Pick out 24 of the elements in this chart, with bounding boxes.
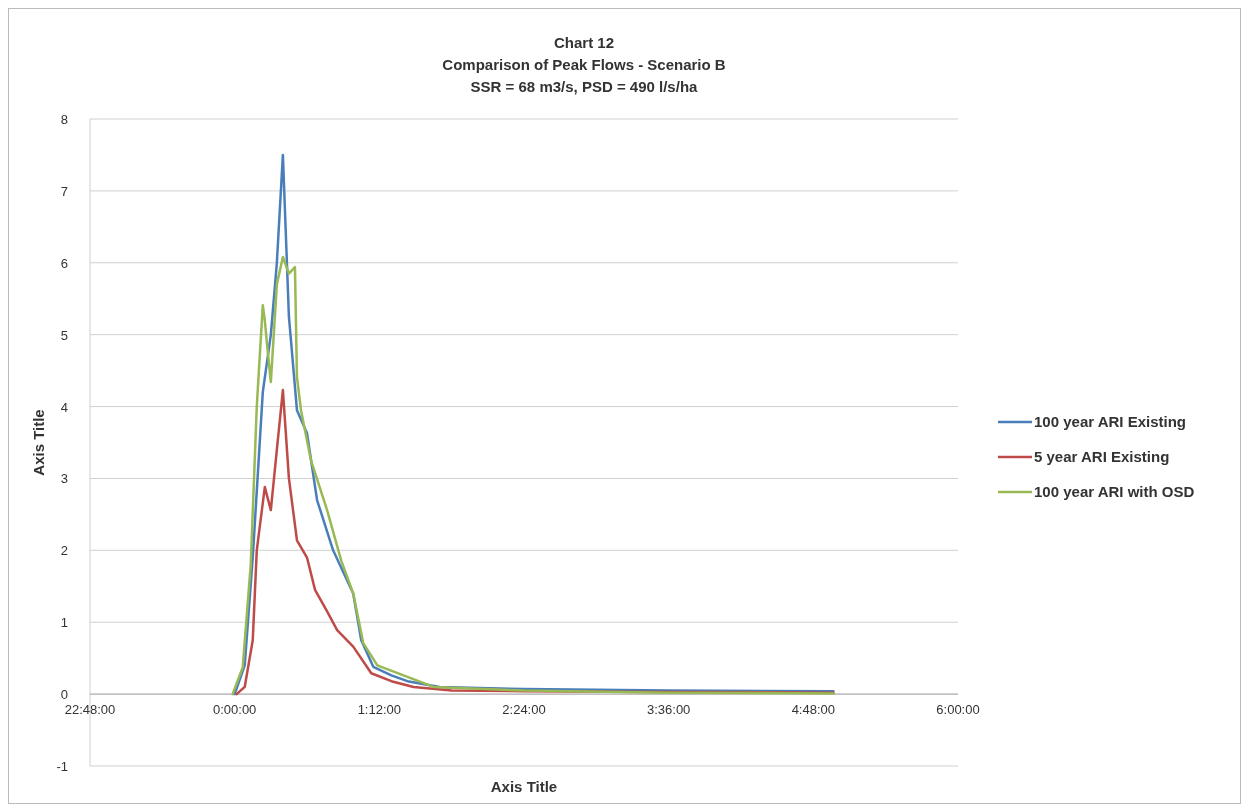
x-tick-label: 6:00:00 bbox=[936, 702, 980, 718]
y-axis-title: Axis Title bbox=[30, 409, 47, 476]
y-tick-label: 1 bbox=[60, 615, 68, 631]
y-tick-label: 0 bbox=[60, 687, 68, 703]
legend-label: 5 year ARI Existing bbox=[1034, 448, 1170, 465]
legend-label: 100 year ARI Existing bbox=[1034, 413, 1187, 430]
y-tick-label: 4 bbox=[60, 399, 68, 415]
chart-title: Chart 12 bbox=[553, 34, 615, 51]
x-tick-label: 3:36:00 bbox=[646, 702, 691, 718]
x-tick-label: 22:48:00 bbox=[64, 702, 116, 718]
x-tick-label: 4:48:00 bbox=[791, 702, 836, 718]
y-tick-label: 3 bbox=[60, 471, 68, 487]
legend-label: 100 year ARI with OSD bbox=[1034, 483, 1195, 500]
x-tick-label: 2:24:00 bbox=[502, 702, 546, 718]
y-tick-label: 2 bbox=[60, 543, 68, 559]
y-tick-label: 7 bbox=[60, 183, 68, 199]
x-tick-label: 0:00:00 bbox=[212, 702, 257, 718]
chart-subtitle: Comparison of Peak Flows - Scenario B SSR = 68 m3/s, PSD = 490 l/s/ha bbox=[442, 56, 726, 95]
y-tick-label: -1 bbox=[56, 759, 68, 774]
y-tick-label: 5 bbox=[60, 327, 68, 343]
x-tick-label: 1:12:00 bbox=[357, 702, 402, 718]
y-tick-label: 8 bbox=[60, 112, 68, 127]
y-tick-label: 6 bbox=[60, 255, 68, 271]
x-axis-title: Axis Title bbox=[490, 778, 558, 795]
